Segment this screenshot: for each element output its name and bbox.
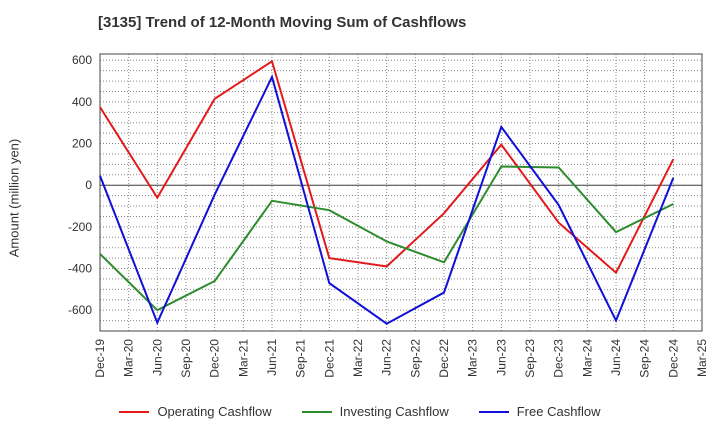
y-tick-label: 600 bbox=[72, 53, 92, 67]
x-tick-labels: Dec-19 Mar-20 Jun-20 Sep-20 Dec-20 Mar-21 Jun-… bbox=[93, 339, 709, 378]
x-tick-label: Jun-24 bbox=[609, 339, 623, 376]
series-line-investing-cashflow bbox=[99, 165, 674, 312]
x-tick-label: Jun-20 bbox=[150, 339, 164, 376]
x-tick-label: Dec-24 bbox=[666, 339, 680, 378]
y-tick-labels: 600 400 200 0 -200 -400 -600 bbox=[68, 53, 92, 317]
legend-swatch bbox=[478, 410, 509, 413]
legend-label: Investing Cashflow bbox=[339, 404, 449, 419]
x-tick-label: Sep-23 bbox=[523, 339, 537, 378]
x-tick-label: Mar-23 bbox=[466, 339, 480, 377]
x-tick-label: Sep-20 bbox=[179, 339, 193, 378]
legend-label: Free Cashflow bbox=[516, 404, 601, 419]
axes bbox=[99, 53, 703, 332]
series-line-free-cashflow bbox=[99, 74, 675, 326]
chart-title: [3135] Trend of 12-Month Moving Sum of C… bbox=[98, 14, 467, 31]
y-tick-label: -200 bbox=[68, 220, 92, 234]
x-tick-label: Dec-21 bbox=[322, 339, 336, 378]
x-tick-label: Sep-24 bbox=[638, 339, 652, 378]
plot-frame bbox=[99, 53, 703, 332]
legend: Operating Cashflow Investing Cashflow Free… bbox=[0, 404, 720, 419]
legend-item: Operating Cashflow bbox=[119, 404, 272, 419]
y-tick-label: 400 bbox=[72, 95, 92, 109]
grid-lines bbox=[99, 54, 703, 332]
y-tick-label: 0 bbox=[85, 178, 92, 192]
legend-item: Investing Cashflow bbox=[301, 404, 449, 419]
y-tick-label: -400 bbox=[68, 262, 92, 276]
legend-swatch bbox=[119, 410, 150, 413]
x-tick-label: Sep-22 bbox=[408, 339, 422, 378]
x-tick-label: Mar-22 bbox=[351, 339, 365, 377]
y-tick-label: -600 bbox=[68, 303, 92, 317]
x-tick-label: Dec-23 bbox=[552, 339, 566, 378]
x-tick-label: Mar-20 bbox=[122, 339, 136, 377]
x-tick-label: Jun-21 bbox=[265, 339, 279, 376]
x-tick-label: Dec-22 bbox=[437, 339, 451, 378]
x-tick-label: Jun-22 bbox=[380, 339, 394, 376]
x-tick-label: Mar-21 bbox=[236, 339, 250, 377]
x-tick-label: Dec-20 bbox=[208, 339, 222, 378]
x-tick-label: Sep-21 bbox=[294, 339, 308, 378]
y-tick-label: 200 bbox=[72, 137, 92, 151]
legend-label: Operating Cashflow bbox=[157, 404, 272, 419]
legend-swatch bbox=[301, 410, 332, 413]
series-line-operating-cashflow bbox=[99, 59, 675, 275]
series-lines bbox=[99, 59, 675, 326]
x-tick-label: Jun-23 bbox=[494, 339, 508, 376]
x-tick-label: Mar-24 bbox=[580, 339, 594, 377]
legend-item: Free Cashflow bbox=[478, 404, 601, 419]
x-tick-label: Dec-19 bbox=[93, 339, 107, 378]
x-tick-label: Mar-25 bbox=[695, 339, 709, 377]
